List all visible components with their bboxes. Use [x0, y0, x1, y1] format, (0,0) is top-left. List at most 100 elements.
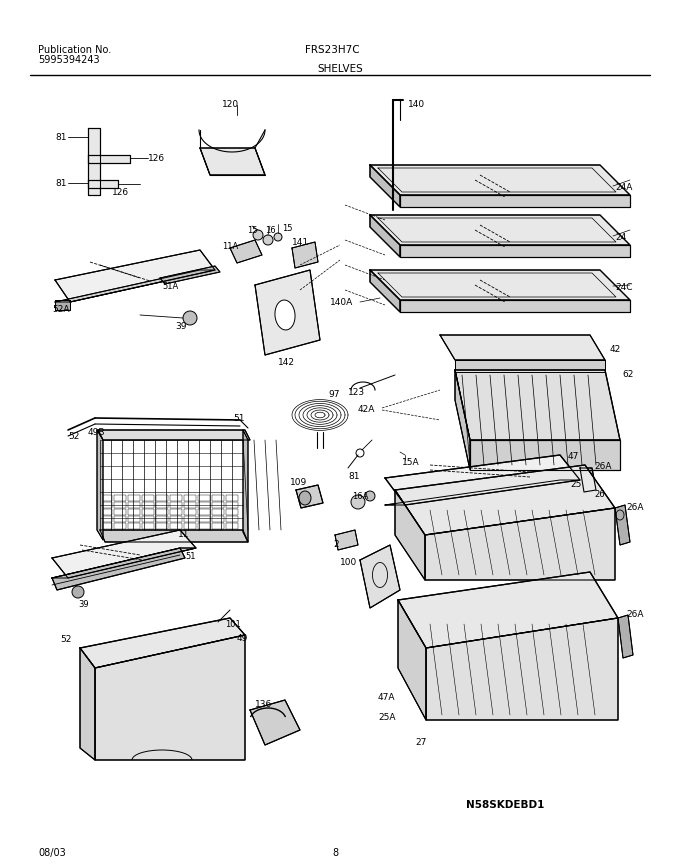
Text: 25: 25: [570, 480, 581, 489]
Text: 24: 24: [615, 233, 626, 242]
Polygon shape: [455, 370, 620, 440]
Text: 26A: 26A: [626, 610, 643, 619]
Text: 11: 11: [178, 530, 190, 539]
Bar: [156, 523, 168, 529]
Text: N58SKDEBD1: N58SKDEBD1: [466, 800, 544, 810]
Text: 16A: 16A: [352, 492, 369, 501]
Bar: [226, 495, 238, 501]
Bar: [184, 523, 196, 529]
Polygon shape: [385, 455, 580, 505]
Text: 62: 62: [622, 370, 633, 379]
Bar: [114, 495, 126, 501]
Bar: [100, 516, 112, 522]
Text: 5995394243: 5995394243: [38, 55, 100, 65]
Bar: [198, 502, 210, 508]
Text: 26: 26: [594, 490, 605, 499]
Polygon shape: [398, 600, 426, 720]
Polygon shape: [395, 465, 615, 535]
Polygon shape: [200, 148, 265, 175]
Polygon shape: [385, 480, 580, 505]
Bar: [128, 523, 140, 529]
Text: 2: 2: [333, 540, 339, 549]
Bar: [128, 495, 140, 501]
Bar: [128, 509, 140, 515]
Polygon shape: [370, 165, 630, 195]
Bar: [184, 495, 196, 501]
Text: 27: 27: [415, 738, 426, 747]
Bar: [212, 516, 224, 522]
Bar: [212, 523, 224, 529]
Ellipse shape: [275, 300, 295, 330]
Polygon shape: [618, 615, 633, 658]
Text: 100: 100: [340, 558, 357, 567]
Polygon shape: [400, 245, 630, 257]
Circle shape: [365, 491, 375, 501]
Bar: [156, 495, 168, 501]
Text: 47A: 47A: [378, 693, 396, 702]
Bar: [226, 516, 238, 522]
Circle shape: [253, 230, 263, 240]
Bar: [198, 495, 210, 501]
Polygon shape: [370, 270, 630, 300]
Polygon shape: [100, 530, 248, 542]
Text: 81: 81: [55, 179, 67, 188]
Bar: [114, 502, 126, 508]
Text: 81: 81: [55, 133, 67, 142]
Polygon shape: [52, 548, 196, 578]
Text: 16: 16: [265, 226, 275, 235]
Polygon shape: [398, 572, 618, 648]
Text: 24C: 24C: [615, 283, 632, 292]
Polygon shape: [98, 430, 250, 440]
Polygon shape: [88, 180, 118, 188]
Polygon shape: [80, 648, 95, 760]
Text: Publication No.: Publication No.: [38, 45, 112, 55]
Polygon shape: [255, 270, 320, 355]
Text: SHELVES: SHELVES: [317, 64, 363, 74]
Text: 142: 142: [278, 358, 295, 367]
Polygon shape: [97, 430, 103, 540]
Bar: [156, 509, 168, 515]
Text: 42A: 42A: [358, 405, 375, 414]
Polygon shape: [470, 440, 620, 470]
Bar: [170, 495, 182, 501]
Polygon shape: [88, 128, 100, 195]
Text: 123: 123: [348, 388, 365, 397]
Circle shape: [274, 233, 282, 241]
Polygon shape: [52, 548, 185, 590]
Text: 49B: 49B: [88, 428, 105, 437]
Polygon shape: [55, 250, 215, 302]
Text: 15A: 15A: [402, 458, 420, 467]
Bar: [212, 495, 224, 501]
Text: 39: 39: [78, 600, 88, 609]
Circle shape: [183, 311, 197, 325]
Polygon shape: [425, 508, 615, 580]
Bar: [198, 509, 210, 515]
Polygon shape: [230, 240, 262, 263]
Text: 52: 52: [68, 432, 80, 441]
Bar: [142, 523, 154, 529]
Polygon shape: [400, 300, 630, 312]
Bar: [170, 509, 182, 515]
Polygon shape: [426, 618, 618, 720]
Text: 26A: 26A: [594, 462, 611, 471]
Polygon shape: [370, 215, 630, 245]
Text: 42: 42: [610, 345, 622, 354]
Text: 126: 126: [112, 188, 129, 197]
Bar: [226, 509, 238, 515]
Text: 81: 81: [348, 472, 360, 481]
Bar: [184, 516, 196, 522]
Polygon shape: [52, 530, 196, 578]
Polygon shape: [55, 270, 215, 302]
Polygon shape: [360, 545, 400, 608]
Bar: [142, 516, 154, 522]
Circle shape: [351, 495, 365, 509]
Bar: [142, 495, 154, 501]
Polygon shape: [95, 635, 245, 760]
Text: FRS23H7C: FRS23H7C: [305, 45, 360, 55]
Polygon shape: [455, 370, 470, 470]
Text: 51: 51: [185, 552, 196, 561]
Polygon shape: [335, 530, 358, 550]
Text: 11A: 11A: [222, 242, 238, 251]
Bar: [142, 509, 154, 515]
Bar: [128, 502, 140, 508]
